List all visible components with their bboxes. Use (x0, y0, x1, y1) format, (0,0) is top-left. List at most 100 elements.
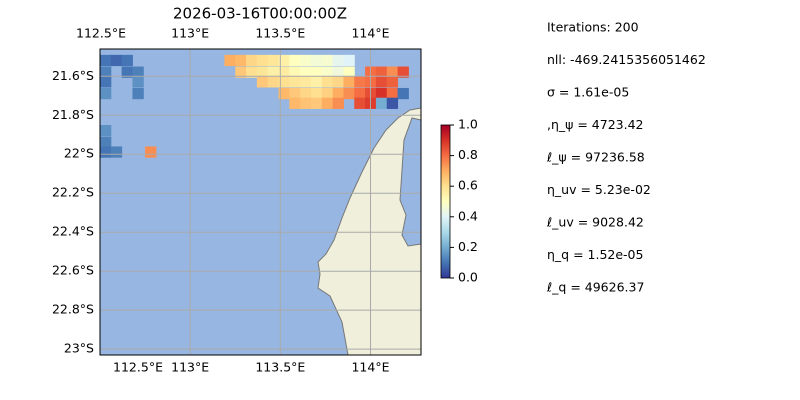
cell (246, 54, 258, 67)
lon-label-top: 114°E (351, 26, 389, 41)
cell (132, 66, 144, 78)
cell (332, 97, 344, 109)
info-line: ℓ_ψ = 97236.58 (546, 150, 645, 165)
cell (310, 87, 323, 100)
cell (300, 87, 312, 100)
cell (310, 66, 323, 78)
lat-label: 22.2°S (52, 185, 94, 200)
cell (300, 66, 312, 78)
lat-label: 22.8°S (52, 302, 94, 317)
colorbar-label: 0.6 (458, 178, 478, 193)
cell (100, 125, 112, 137)
cell (132, 76, 144, 88)
lon-label-bottom: 112.5°E (113, 360, 163, 375)
lat-label: 22.6°S (52, 263, 94, 278)
cell (354, 76, 366, 88)
cell (267, 66, 280, 78)
cell (132, 87, 144, 100)
lat-label: 23°S (64, 341, 94, 356)
cell (321, 87, 334, 100)
cell (386, 87, 399, 100)
cell (278, 87, 290, 100)
cell (110, 146, 123, 158)
lon-label-bottom: 113°E (171, 360, 209, 375)
cell (343, 87, 355, 100)
cell (121, 66, 133, 78)
lat-label: 22°S (64, 146, 94, 161)
cell (278, 66, 290, 78)
cell (386, 76, 399, 88)
cell (386, 66, 399, 78)
cell (300, 76, 312, 88)
cell (224, 54, 236, 67)
cell (235, 54, 247, 67)
lat-label: 22.4°S (52, 224, 94, 239)
cell (397, 66, 409, 78)
lon-label-bottom: 114°E (351, 360, 389, 375)
lon-label-top: 112.5°E (76, 26, 126, 41)
cell (100, 87, 112, 100)
cell (100, 146, 112, 158)
info-line: η_q = 1.52e-05 (547, 247, 643, 262)
cell (321, 54, 334, 67)
cell (321, 97, 334, 109)
cell (397, 87, 409, 100)
cell (332, 54, 344, 67)
cell (332, 87, 344, 100)
cell (267, 54, 280, 67)
cell (310, 76, 323, 88)
cell (278, 76, 290, 88)
cell (289, 66, 301, 78)
cell (278, 54, 290, 67)
cell (300, 97, 312, 109)
cell (332, 76, 344, 88)
cell (100, 54, 112, 67)
info-line: ℓ_q = 49626.37 (546, 280, 644, 295)
cell (110, 54, 123, 67)
cell (343, 54, 355, 67)
cell (386, 97, 399, 109)
cell (100, 76, 112, 88)
colorbar (440, 124, 451, 279)
cell (310, 54, 323, 67)
info-line: η_uv = 5.23e-02 (547, 182, 651, 197)
cell (321, 76, 334, 88)
cell (321, 66, 334, 78)
lat-label: 21.6°S (52, 68, 94, 83)
cell (375, 97, 388, 109)
cell (343, 76, 355, 88)
cell (375, 76, 388, 88)
cell (100, 136, 112, 148)
colorbar-label: 0.2 (458, 239, 478, 254)
cell (267, 76, 280, 88)
cell (256, 54, 269, 67)
cell (100, 66, 112, 78)
cell (375, 87, 388, 100)
cell (300, 54, 312, 67)
cell (289, 54, 301, 67)
cell (375, 66, 388, 78)
colorbar-label: 0.4 (458, 208, 478, 223)
cell (354, 87, 366, 100)
cell (354, 97, 366, 109)
cell (145, 146, 157, 158)
lat-label: 21.8°S (52, 107, 94, 122)
colorbar-label: 0.8 (458, 147, 478, 162)
graticule (100, 49, 421, 355)
lon-label-top: 113°E (171, 26, 209, 41)
cell (343, 66, 355, 78)
map-frame (99, 48, 422, 356)
cell (289, 87, 301, 100)
cell (289, 76, 301, 88)
cell (121, 54, 133, 67)
cell (246, 66, 258, 78)
cell (235, 66, 247, 78)
cell (310, 97, 323, 109)
cell (332, 66, 344, 78)
lon-label-bottom: 113.5°E (255, 360, 305, 375)
land (317, 107, 421, 355)
colorbar-label: 0.0 (458, 270, 478, 285)
colorbar-label: 1.0 (458, 117, 478, 132)
info-line: Iterations: 200 (547, 20, 639, 35)
